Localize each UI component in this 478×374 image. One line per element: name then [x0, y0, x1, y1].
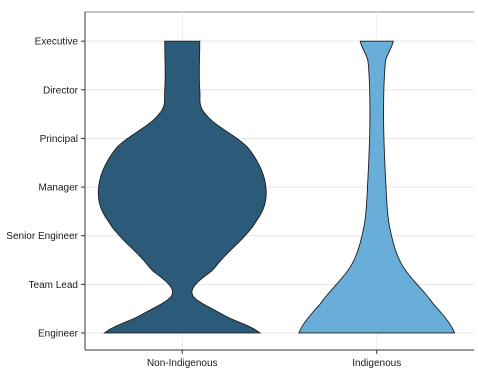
y-tick-label: Senior Engineer	[6, 231, 78, 242]
violin-indigenous	[298, 40, 456, 334]
violins	[97, 40, 456, 334]
x-axis-ticks: Non-Indigenous Indigenous	[147, 350, 401, 369]
y-tick-label: Manager	[39, 183, 79, 194]
violin-non-indigenous	[97, 40, 267, 334]
x-tick-label: Indigenous	[352, 358, 401, 369]
y-tick-label: Engineer	[38, 328, 79, 339]
y-axis-ticks: Engineer Team Lead Senior Engineer Manager P…	[6, 37, 85, 339]
y-tick-label: Director	[43, 85, 79, 96]
x-tick-label: Non-Indigenous	[147, 358, 218, 369]
y-tick-label: Executive	[35, 37, 79, 48]
y-tick-label: Team Lead	[29, 280, 78, 291]
y-tick-label: Principal	[40, 134, 78, 145]
